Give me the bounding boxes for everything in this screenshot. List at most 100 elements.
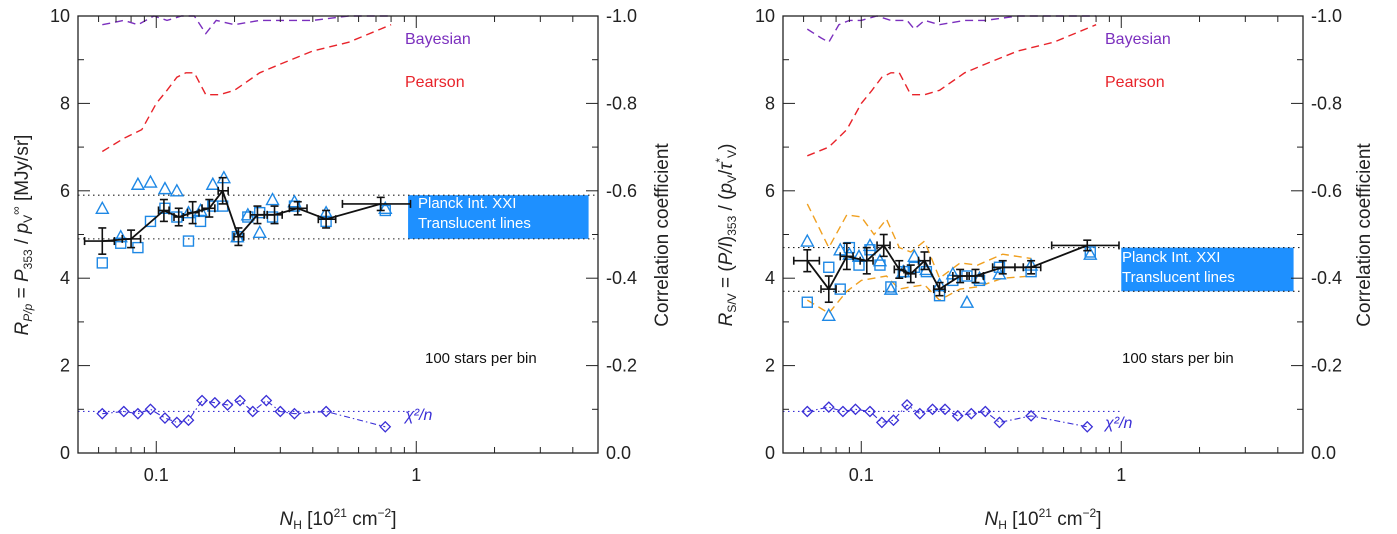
chi2-point: [1081, 420, 1094, 433]
left-x-axis-title: NH [1021 cm−2]: [279, 506, 396, 532]
triangle-point: [130, 176, 146, 190]
left-data-marks: [78, 15, 598, 433]
right-legend-bayesian: Bayesian: [1105, 31, 1171, 48]
chi2-point: [822, 401, 835, 414]
chi2-point: [849, 403, 862, 416]
orange-lower-envelope: [806, 275, 1032, 315]
right-y-axis-title: RS/V = (P/I)353 / (pV/τ*V): [713, 144, 739, 327]
left-panel: 0 0.0 2 -0.2 4 -0.4 6 -0.6 8 -0.8 10 -1.0 0.1 1 Bayes…: [9, 6, 673, 532]
triangle-point: [378, 200, 393, 214]
left-band-label-2: Translucent lines: [418, 215, 531, 232]
chi2-point: [260, 394, 273, 407]
chi2-point: [274, 405, 287, 418]
y2-tick-label: -0.8: [606, 93, 637, 113]
chi2-point: [96, 407, 109, 420]
y2-tick-label: -0.2: [1311, 356, 1342, 376]
chi2-point: [951, 409, 964, 422]
chi2-point: [1025, 409, 1038, 422]
triangle-point: [252, 224, 267, 239]
triangle-point: [113, 229, 128, 243]
chi2-point: [234, 394, 246, 407]
chi2-point: [875, 416, 888, 429]
triangle-point: [800, 233, 815, 247]
y-tick-label: 6: [765, 181, 775, 201]
y-tick-label: 0: [60, 443, 70, 463]
y-tick-label: 10: [755, 6, 775, 26]
triangle-point: [157, 181, 173, 195]
triangle-point: [1083, 246, 1098, 260]
triangle-point: [862, 237, 878, 252]
chi2-curve: [807, 404, 1088, 428]
right-y2-axis-title: Correlation coefficient: [1354, 143, 1375, 327]
left-y-axis-title: RP/p = P353 / pV∞ [MJy/sr]: [9, 135, 35, 336]
square-point: [159, 202, 171, 214]
chi2-point: [159, 412, 171, 424]
chi2-point: [901, 399, 913, 411]
y-tick-label: 4: [765, 268, 775, 288]
chi2-point: [208, 396, 221, 409]
square-point: [96, 257, 108, 269]
left-legend-bayesian: Bayesian: [405, 31, 471, 48]
y-tick-label: 4: [60, 268, 70, 288]
binned-curve: [102, 188, 381, 242]
x-tick-label: 1: [411, 465, 421, 485]
chi2-point: [993, 416, 1006, 429]
x-tick-label: 0.1: [144, 465, 169, 485]
y2-tick-label: -1.0: [606, 6, 637, 26]
chi2-point: [221, 399, 234, 411]
square-point: [853, 259, 865, 271]
triangle-point: [205, 176, 220, 190]
chi2-point: [939, 403, 951, 416]
square-point: [823, 261, 835, 273]
right-legend-pearson: Pearson: [1105, 74, 1165, 91]
chi2-point: [979, 405, 992, 418]
bayesian-curve: [102, 15, 392, 35]
triangle-point: [821, 307, 836, 322]
square-point: [194, 215, 207, 228]
y2-tick-label: -0.8: [1311, 93, 1342, 113]
chi2-point: [913, 407, 926, 420]
planck-band: [408, 195, 589, 239]
chi2-point: [379, 420, 392, 433]
y-tick-label: 8: [60, 93, 70, 113]
y2-tick-label: 0.0: [1311, 443, 1336, 463]
right-plot-frame: [782, 15, 1304, 454]
y-tick-label: 2: [765, 356, 775, 376]
y-tick-label: 0: [765, 443, 775, 463]
bayesian-curve: [806, 15, 1097, 44]
chi2-point: [131, 407, 144, 420]
square-point: [144, 215, 157, 228]
chi2-point: [801, 405, 814, 418]
pearson-curve: [807, 24, 1097, 157]
y2-tick-label: -0.2: [606, 356, 637, 376]
chi2-point: [182, 414, 195, 427]
triangle-point: [959, 294, 975, 308]
y2-tick-label: -0.6: [606, 181, 637, 201]
chi2-point: [246, 405, 259, 418]
right-panel: 0 0.0 2 -0.2 4 -0.4 6 -0.6 8 -0.8 10 -1.0 0.1 1 Bayes…: [713, 6, 1375, 532]
triangle-point: [851, 248, 867, 263]
right-band-label-2: Translucent lines: [1122, 269, 1235, 286]
chi2-point: [836, 405, 849, 418]
chi2-point: [117, 405, 130, 418]
chi2-point: [965, 407, 978, 420]
x-tick-label: 1: [1116, 465, 1126, 485]
triangle-point: [883, 281, 899, 295]
y2-tick-label: -0.4: [1311, 268, 1342, 288]
chi2-point: [864, 405, 876, 418]
y-tick-label: 8: [765, 93, 775, 113]
left-legend-pearson: Pearson: [405, 74, 465, 91]
triangle-point: [872, 253, 888, 267]
right-data-marks: [783, 15, 1303, 433]
triangle-point: [143, 174, 158, 188]
chi2-point: [144, 403, 157, 416]
left-y2-axis-title: Correlation coefficient: [652, 143, 673, 327]
right-x-axis-title: NH [1021 cm−2]: [984, 506, 1101, 532]
pearson-curve: [101, 24, 392, 153]
square-point: [182, 235, 195, 247]
chi2-point: [320, 405, 333, 418]
chi2-curve: [102, 399, 386, 428]
left-note: 100 stars per bin: [425, 350, 537, 367]
y2-tick-label: -0.6: [1311, 181, 1342, 201]
